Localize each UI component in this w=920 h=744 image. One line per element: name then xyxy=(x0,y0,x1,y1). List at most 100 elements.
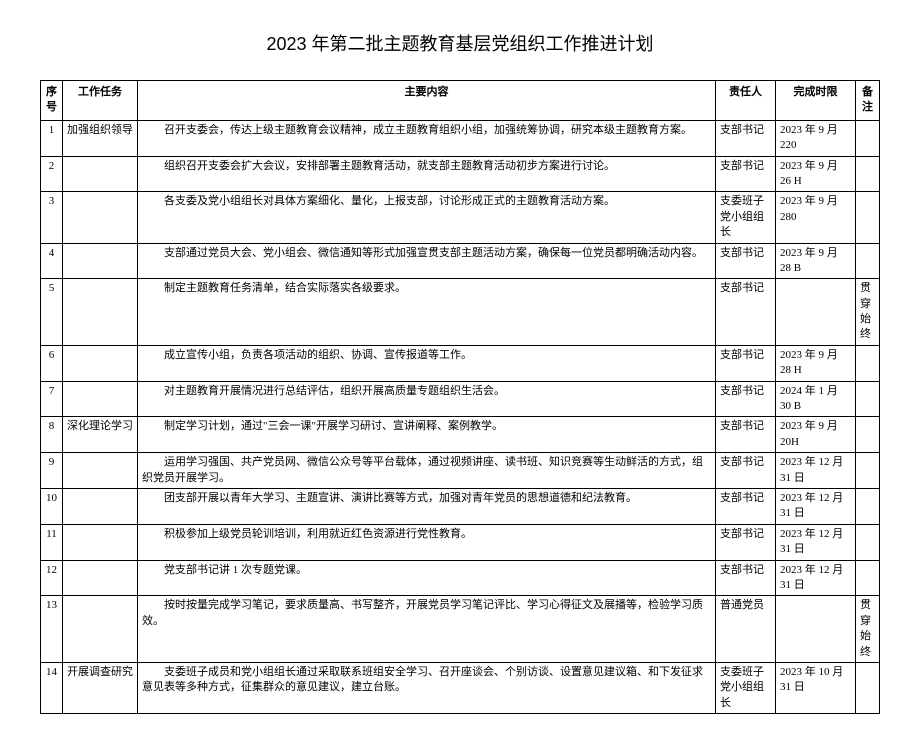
cell-note: 贯穿始终 xyxy=(856,279,880,346)
cell-content: 按时按量完成学习笔记，要求质量高、书写整齐，开展党员学习笔记评比、学习心得征文及… xyxy=(138,596,716,663)
cell-seq: 2 xyxy=(41,156,63,192)
table-row: 6 成立宣传小组，负责各项活动的组织、协调、宣传报道等工作。支部书记2023 年 … xyxy=(41,345,880,381)
table-row: 12 党支部书记讲 1 次专题党课。支部书记2023 年 12 月 31 日 xyxy=(41,560,880,596)
cell-content: 各支委及党小组组长对具体方案细化、量化，上报支部，讨论形成正式的主题教育活动方案… xyxy=(138,192,716,243)
cell-task xyxy=(63,596,138,663)
cell-resp: 支部书记 xyxy=(716,417,776,453)
cell-deadline: 2023 年 12 月 31 日 xyxy=(776,560,856,596)
cell-note xyxy=(856,453,880,489)
cell-deadline: 2023 年 12 月 31 日 xyxy=(776,488,856,524)
cell-note xyxy=(856,381,880,417)
cell-resp: 支部书记 xyxy=(716,345,776,381)
table-row: 3 各支委及党小组组长对具体方案细化、量化，上报支部，讨论形成正式的主题教育活动方… xyxy=(41,192,880,243)
cell-task xyxy=(63,192,138,243)
cell-note xyxy=(856,156,880,192)
header-deadline: 完成时限 xyxy=(776,81,856,121)
cell-task: 开展调查研究 xyxy=(63,662,138,713)
cell-task xyxy=(63,524,138,560)
cell-task xyxy=(63,345,138,381)
cell-seq: 14 xyxy=(41,662,63,713)
cell-seq: 5 xyxy=(41,279,63,346)
header-content: 主要内容 xyxy=(138,81,716,121)
cell-task: 加强组织领导 xyxy=(63,120,138,156)
cell-note xyxy=(856,417,880,453)
cell-deadline: 2023 年 9 月 28 H xyxy=(776,345,856,381)
cell-seq: 8 xyxy=(41,417,63,453)
cell-deadline: 2023 年 9 月 20H xyxy=(776,417,856,453)
table-row: 14开展调查研究支委班子成员和党小组组长通过采取联系班组安全学习、召开座谈会、个… xyxy=(41,662,880,713)
cell-deadline: 2023 年 10 月 31 日 xyxy=(776,662,856,713)
cell-resp: 支部书记 xyxy=(716,453,776,489)
table-row: 1加强组织领导召开支委会，传达上级主题教育会议精神，成立主题教育组织小组，加强统… xyxy=(41,120,880,156)
table-row: 13 按时按量完成学习笔记，要求质量高、书写整齐，开展党员学习笔记评比、学习心得征… xyxy=(41,596,880,663)
cell-task xyxy=(63,156,138,192)
cell-seq: 12 xyxy=(41,560,63,596)
table-row: 9 运用学习强国、共产党员网、微信公众号等平台载体，通过视频讲座、读书班、知识竞赛… xyxy=(41,453,880,489)
cell-note xyxy=(856,345,880,381)
cell-resp: 普通党员 xyxy=(716,596,776,663)
cell-content: 党支部书记讲 1 次专题党课。 xyxy=(138,560,716,596)
cell-deadline: 2023 年 9 月 280 xyxy=(776,192,856,243)
table-row: 8深化理论学习制定学习计划，通过"三会一课"开展学习研讨、宣讲阐释、案例教学。支… xyxy=(41,417,880,453)
cell-resp: 支部书记 xyxy=(716,120,776,156)
cell-note: 贯穿始终 xyxy=(856,596,880,663)
cell-note xyxy=(856,243,880,279)
cell-content: 运用学习强国、共产党员网、微信公众号等平台载体，通过视频讲座、读书班、知识竞赛等… xyxy=(138,453,716,489)
table-row: 7对主题教育开展情况进行总结评估，组织开展高质量专题组织生活会。支部书记2024… xyxy=(41,381,880,417)
cell-seq: 9 xyxy=(41,453,63,489)
cell-seq: 4 xyxy=(41,243,63,279)
cell-task xyxy=(63,279,138,346)
table-row: 10 团支部开展以青年大学习、主题宣讲、演讲比赛等方式，加强对青年党员的思想道德和… xyxy=(41,488,880,524)
cell-task xyxy=(63,488,138,524)
cell-seq: 1 xyxy=(41,120,63,156)
cell-content: 组织召开支委会扩大会议，安排部署主题教育活动，就支部主题教育活动初步方案进行讨论… xyxy=(138,156,716,192)
cell-task: 深化理论学习 xyxy=(63,417,138,453)
cell-resp: 支部书记 xyxy=(716,524,776,560)
cell-resp: 支部书记 xyxy=(716,279,776,346)
cell-task xyxy=(63,453,138,489)
cell-resp: 支委班子党小组组长 xyxy=(716,192,776,243)
header-task: 工作任务 xyxy=(63,81,138,121)
cell-seq: 6 xyxy=(41,345,63,381)
cell-deadline: 2023 年 9 月 28 B xyxy=(776,243,856,279)
cell-note xyxy=(856,488,880,524)
cell-deadline xyxy=(776,279,856,346)
cell-resp: 支部书记 xyxy=(716,381,776,417)
cell-seq: 3 xyxy=(41,192,63,243)
cell-deadline: 2023 年 9 月 220 xyxy=(776,120,856,156)
cell-task xyxy=(63,243,138,279)
cell-note xyxy=(856,560,880,596)
cell-note xyxy=(856,662,880,713)
cell-content: 制定主题教育任务清单，结合实际落实各级要求。 xyxy=(138,279,716,346)
cell-resp: 支部书记 xyxy=(716,560,776,596)
cell-note xyxy=(856,524,880,560)
cell-resp: 支部书记 xyxy=(716,156,776,192)
cell-seq: 7 xyxy=(41,381,63,417)
cell-content: 积极参加上级党员轮训培训，利用就近红色资源进行党性教育。 xyxy=(138,524,716,560)
header-note: 备注 xyxy=(856,81,880,121)
cell-deadline: 2023 年 9 月 26 H xyxy=(776,156,856,192)
cell-task xyxy=(63,560,138,596)
cell-resp: 支部书记 xyxy=(716,488,776,524)
cell-resp: 支部书记 xyxy=(716,243,776,279)
page-title: 2023 年第二批主题教育基层党组织工作推进计划 xyxy=(40,30,880,56)
cell-deadline: 2023 年 12 月 31 日 xyxy=(776,524,856,560)
cell-content: 支部通过党员大会、党小组会、微信通知等形式加强宣贯支部主题活动方案，确保每一位党… xyxy=(138,243,716,279)
header-resp: 责任人 xyxy=(716,81,776,121)
cell-seq: 10 xyxy=(41,488,63,524)
cell-seq: 11 xyxy=(41,524,63,560)
cell-content: 团支部开展以青年大学习、主题宣讲、演讲比赛等方式，加强对青年党员的思想道德和纪法… xyxy=(138,488,716,524)
table-row: 4 支部通过党员大会、党小组会、微信通知等形式加强宣贯支部主题活动方案，确保每一位… xyxy=(41,243,880,279)
plan-table: 序号 工作任务 主要内容 责任人 完成时限 备注 1加强组织领导召开支委会，传达… xyxy=(40,80,880,714)
table-row: 5 制定主题教育任务清单，结合实际落实各级要求。支部书记 贯穿始终 xyxy=(41,279,880,346)
cell-content: 支委班子成员和党小组组长通过采取联系班组安全学习、召开座谈会、个别访谈、设置意见… xyxy=(138,662,716,713)
cell-deadline: 2024 年 1 月 30 B xyxy=(776,381,856,417)
cell-content: 召开支委会，传达上级主题教育会议精神，成立主题教育组织小组，加强统筹协调，研究本… xyxy=(138,120,716,156)
cell-note xyxy=(856,120,880,156)
cell-deadline: 2023 年 12 月 31 日 xyxy=(776,453,856,489)
header-seq: 序号 xyxy=(41,81,63,121)
table-header-row: 序号 工作任务 主要内容 责任人 完成时限 备注 xyxy=(41,81,880,121)
cell-content: 成立宣传小组，负责各项活动的组织、协调、宣传报道等工作。 xyxy=(138,345,716,381)
table-row: 11 积极参加上级党员轮训培训，利用就近红色资源进行党性教育。支部书记2023 年… xyxy=(41,524,880,560)
cell-seq: 13 xyxy=(41,596,63,663)
